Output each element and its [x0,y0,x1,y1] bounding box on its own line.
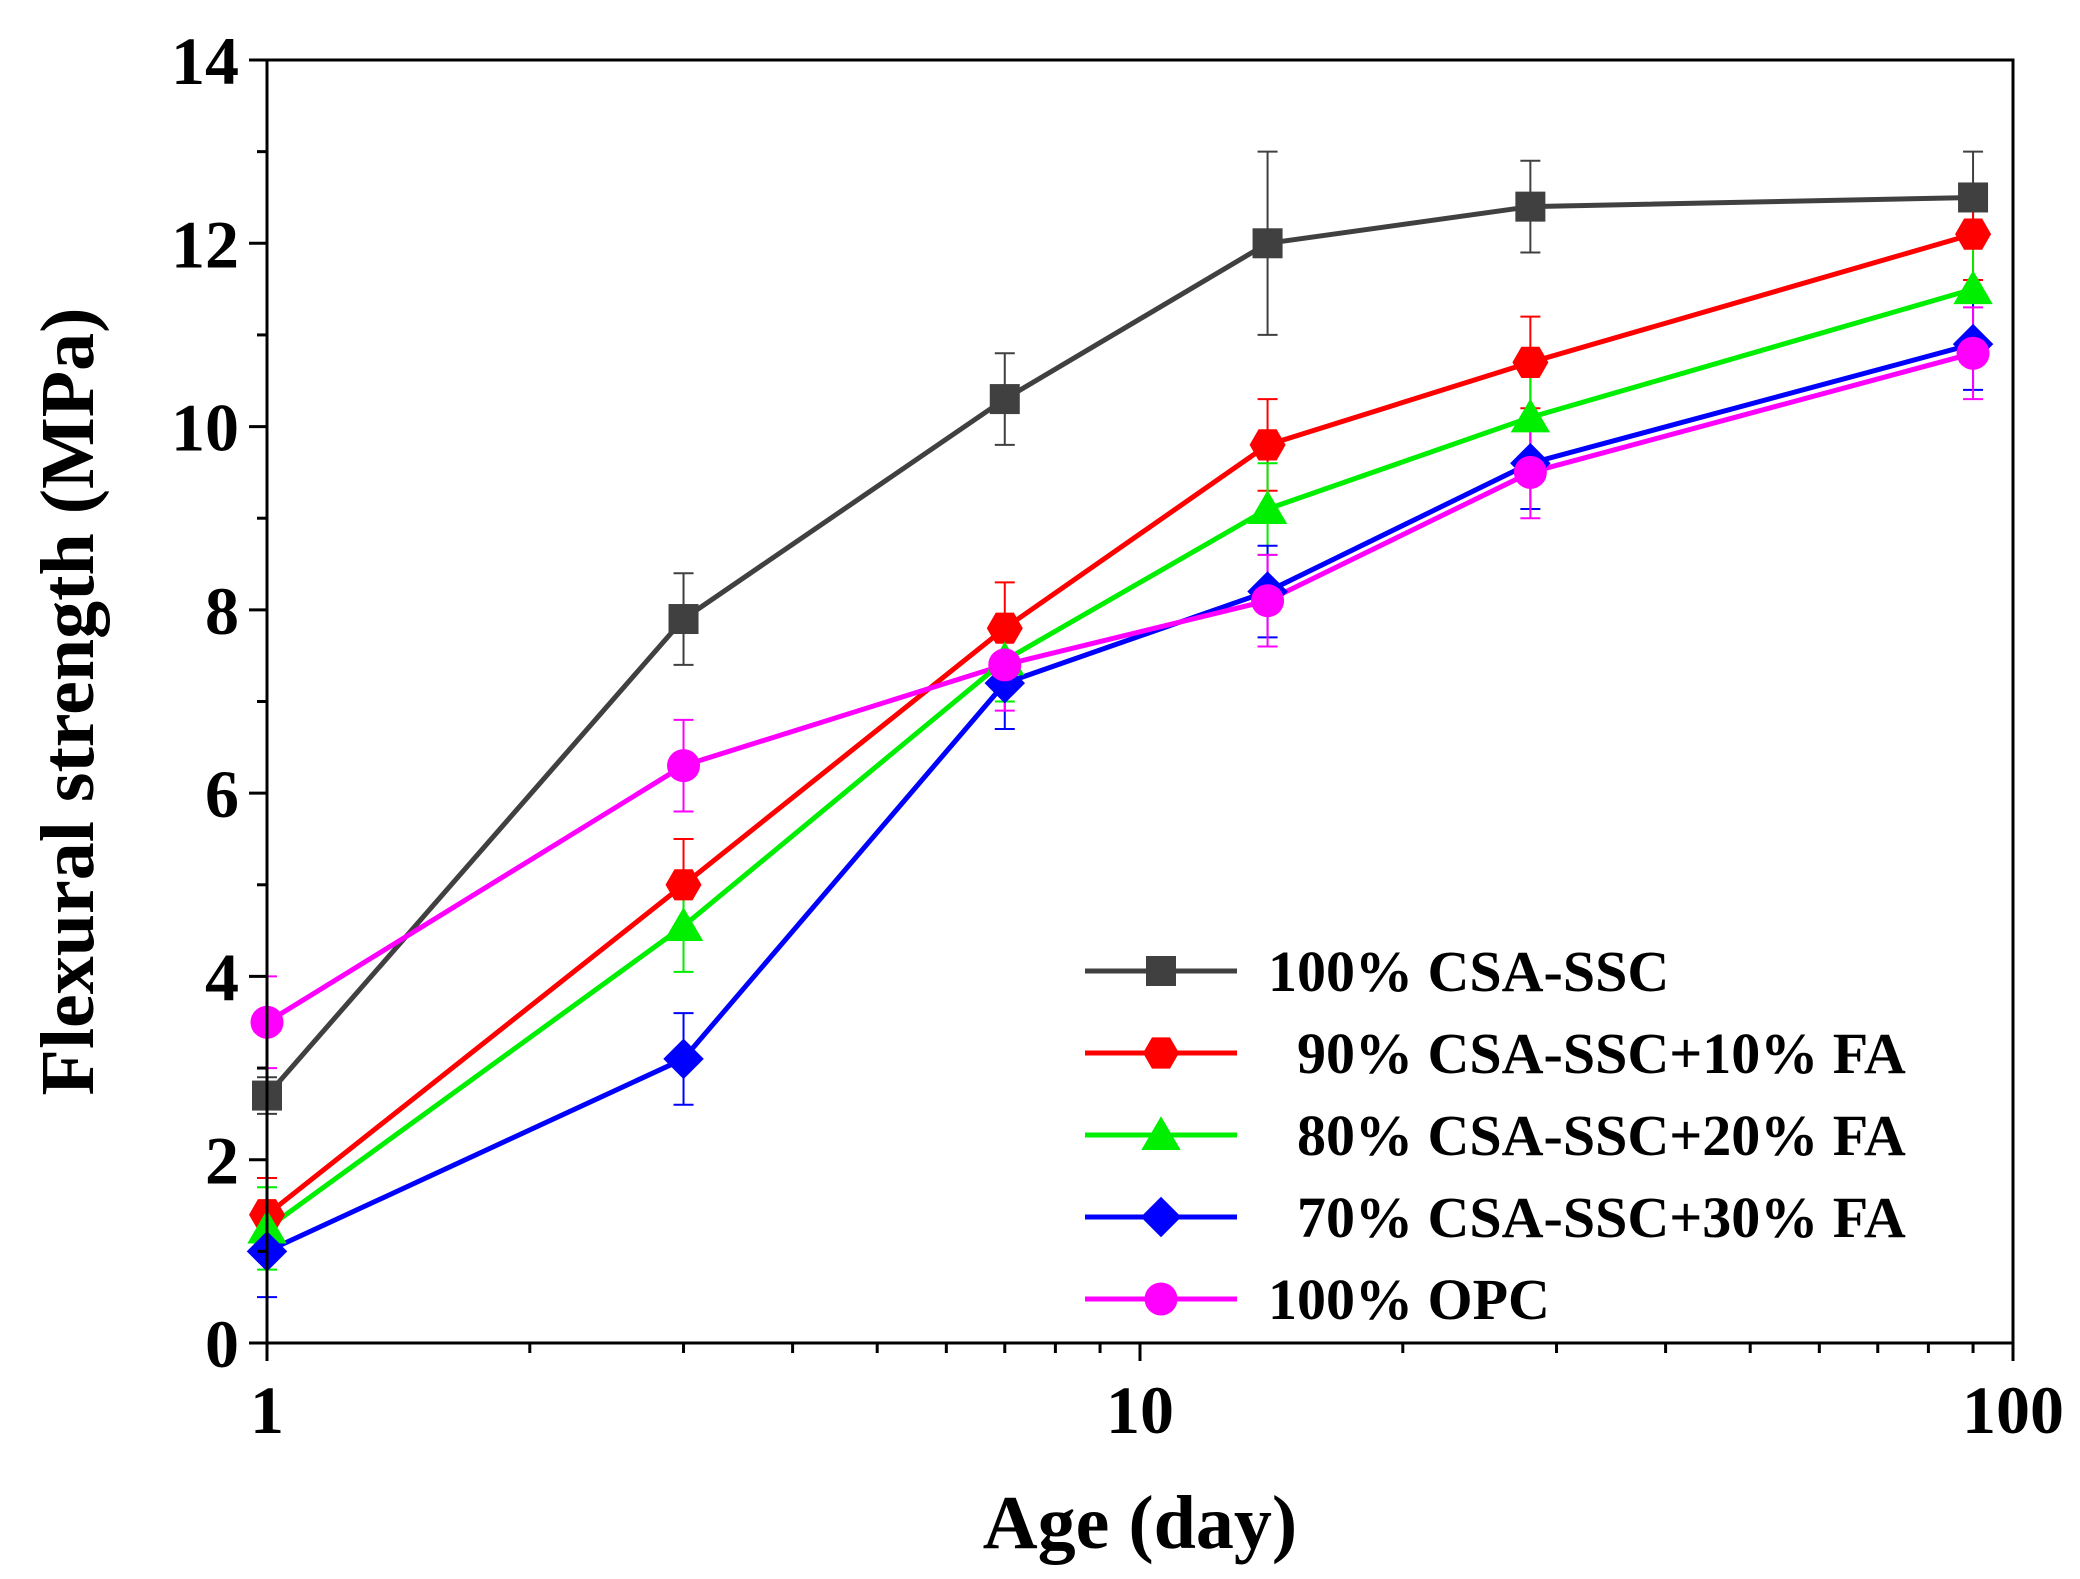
y-tick-label: 10 [171,390,239,466]
y-axis-title: Flexural strength (MPa) [26,308,110,1096]
legend-marker [1141,1116,1181,1150]
y-tick-label: 2 [205,1123,239,1199]
y-tick-label: 12 [171,206,239,282]
x-tick-label: 100 [1962,1372,2064,1448]
series-line-3 [265,286,1974,1231]
x-tick-label: 1 [250,1372,284,1448]
data-point [988,648,1022,682]
data-point [1249,429,1286,461]
y-tick-label: 4 [205,939,239,1015]
data-point [665,869,702,901]
legend-label: 100% OPC [1268,1267,1550,1332]
data-point [1956,336,1990,370]
x-axis-title: Age (day) [983,1481,1298,1565]
data-point [1955,218,1992,250]
legend-marker [1140,1196,1182,1238]
series-line-2 [265,231,1974,1217]
data-point [1513,455,1547,489]
data-point [663,1038,704,1080]
y-tick-label: 14 [171,23,239,99]
legend: 100% CSA-SSC 90% CSA-SSC+10% FA 80% CSA-… [1085,939,1906,1332]
legend-marker [1143,1037,1179,1069]
data-point [1510,398,1551,433]
legend-label: 90% CSA-SSC+10% FA [1268,1021,1906,1086]
y-tick-label: 0 [205,1306,239,1382]
legend-label: 70% CSA-SSC+30% FA [1268,1185,1906,1250]
data-points [246,182,1994,1272]
data-point [1247,490,1288,525]
y-tick-label: 8 [205,573,239,649]
series-line-1 [265,195,1974,1098]
data-point [667,749,701,783]
legend-label: 80% CSA-SSC+20% FA [1268,1103,1906,1168]
data-point [989,384,1020,415]
legend-marker [1144,1282,1178,1316]
x-tick-label: 10 [1106,1372,1174,1448]
series-line-5 [265,350,1974,1025]
series-line-4 [265,341,1974,1254]
y-tick-label: 6 [205,756,239,832]
legend-label: 100% CSA-SSC [1268,939,1669,1004]
data-point [1251,584,1285,618]
data-point [1252,228,1283,259]
series-lines [265,195,1974,1254]
data-point [1515,191,1546,222]
data-point [668,604,699,635]
data-point [986,612,1023,644]
axis-ticks [249,58,2015,1361]
tick-labels: 0 2 4 6 8 10 12 14 1 10 100 [171,23,2064,1448]
data-point [1512,346,1549,378]
data-point [663,907,704,942]
data-point [1953,270,1993,305]
legend-marker [1146,956,1176,986]
data-point [1958,182,1989,213]
